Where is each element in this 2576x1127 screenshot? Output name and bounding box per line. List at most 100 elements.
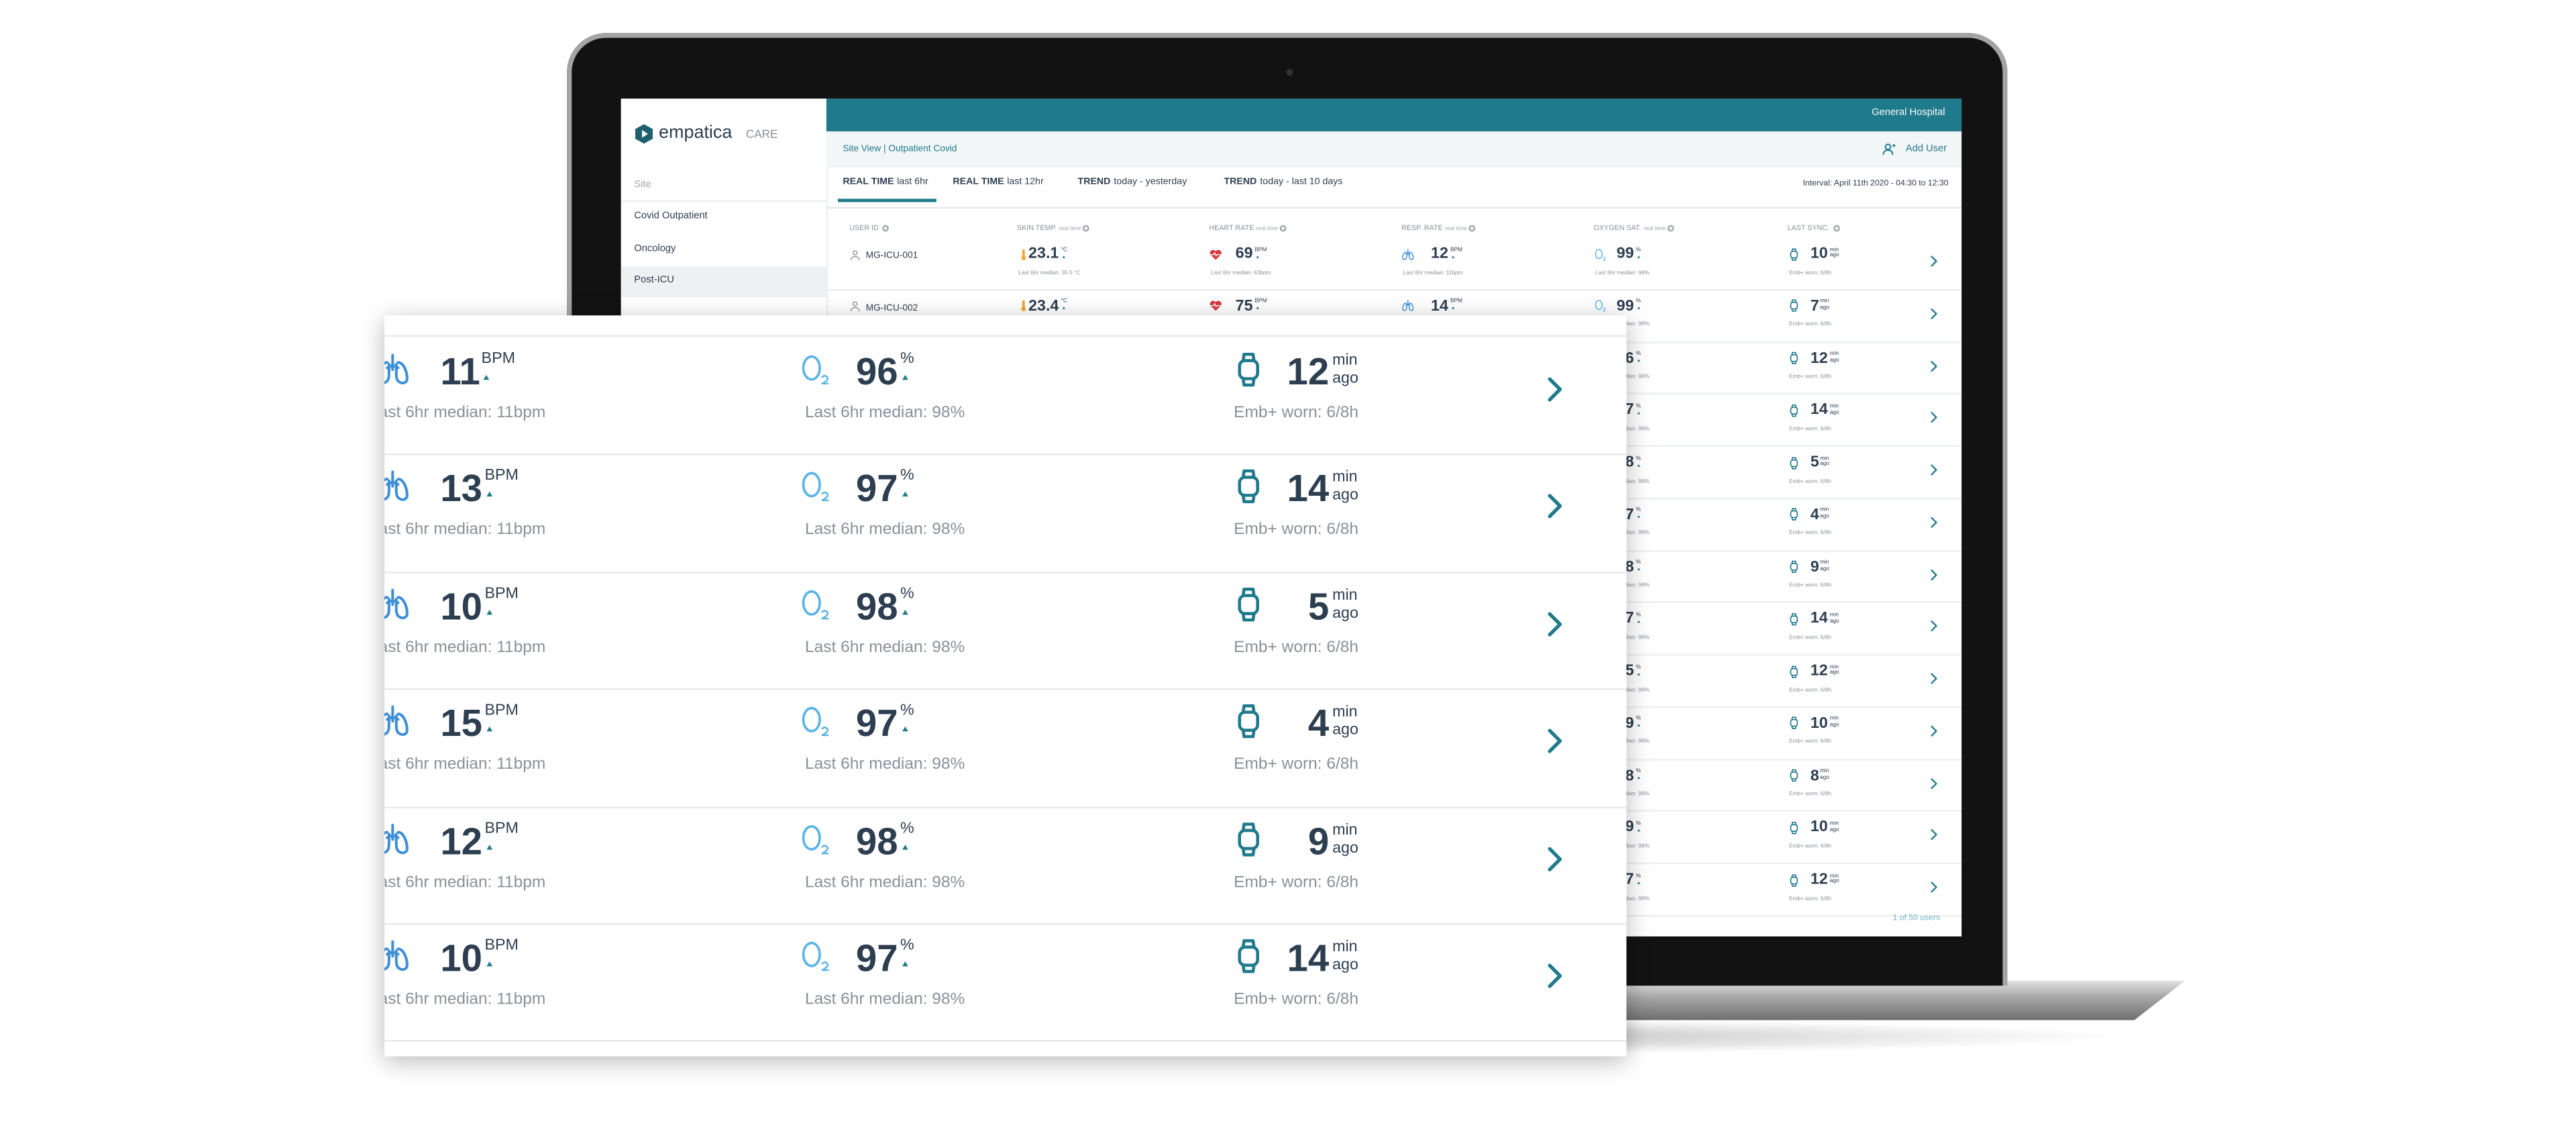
sidebar-item[interactable]: Post-ICU	[634, 276, 674, 286]
open-details[interactable]	[1540, 961, 1569, 991]
unit: ago	[1829, 616, 1839, 624]
wear-note: Emb+ worn: 6/8h	[1788, 790, 1831, 797]
tab-mode[interactable]: TREND	[1077, 177, 1111, 188]
add-user[interactable]: Add User	[1905, 144, 1947, 155]
icon-part	[902, 844, 908, 849]
open-details[interactable]	[1927, 828, 1941, 842]
icon-part	[1637, 880, 1640, 883]
open-details[interactable]	[1927, 568, 1941, 581]
icon-part	[1022, 301, 1025, 309]
tab-mode[interactable]: REAL TIME	[843, 177, 894, 188]
unit: ago	[1829, 408, 1839, 415]
icon-part	[1637, 307, 1640, 310]
unit: %	[1635, 663, 1642, 669]
unit: min	[1332, 586, 1358, 604]
open-details[interactable]	[1927, 724, 1941, 737]
tab-range[interactable]: today - last 10 days	[1260, 177, 1343, 188]
info-icon[interactable]	[1279, 225, 1287, 233]
detail-row: 11 BPM Last 6hr median: 11bpm 96% Last 6hr m…	[384, 337, 1627, 456]
unit: BPM	[1254, 297, 1267, 305]
oxygen-sat: 98	[855, 819, 898, 862]
info-icon[interactable]	[1081, 225, 1089, 233]
icon-part	[1791, 299, 1797, 313]
metric-value: 10	[1810, 818, 1828, 837]
arrow-icon	[1637, 359, 1640, 362]
icon-part	[1791, 769, 1797, 782]
unit: ago	[1332, 839, 1358, 857]
unit: ago	[1332, 486, 1358, 505]
temp-icon	[1021, 248, 1026, 260]
watch-icon	[1790, 560, 1799, 574]
sidebar-item[interactable]: Oncology	[634, 244, 676, 255]
icon-part	[802, 472, 821, 498]
arrow-icon	[1451, 254, 1454, 258]
open-details[interactable]	[1540, 492, 1569, 521]
icon-part	[1790, 406, 1799, 415]
arrow-icon	[902, 727, 908, 732]
open-details[interactable]	[1927, 307, 1941, 320]
unit: ago	[1819, 460, 1829, 468]
tab-range[interactable]: last 12hr	[1007, 177, 1044, 188]
open-details[interactable]	[1927, 776, 1941, 790]
icon-part	[1637, 828, 1640, 831]
open-details[interactable]	[1927, 620, 1941, 633]
open-details[interactable]	[1540, 374, 1569, 404]
open-details[interactable]	[1927, 359, 1941, 372]
icon-part	[1637, 515, 1640, 519]
lungs-icon	[384, 354, 409, 384]
median: Last 6hr median: 11bpm	[384, 639, 546, 657]
open-details[interactable]	[1927, 672, 1941, 686]
watch-icon	[1790, 821, 1799, 834]
unit: min	[1332, 352, 1358, 370]
unit: %	[1635, 246, 1642, 252]
icon-part	[821, 961, 829, 971]
icon-part	[1791, 717, 1797, 730]
arrow-icon	[1255, 254, 1259, 258]
site-label: Site	[634, 180, 651, 191]
icon-part	[902, 374, 908, 380]
unit: min	[1829, 663, 1839, 669]
watch-icon	[1790, 717, 1799, 730]
icon-part	[1241, 352, 1256, 387]
sidebar-item[interactable]: Covid Outpatient	[634, 211, 708, 222]
icon-part	[1790, 563, 1799, 571]
detail-row: 15 BPM Last 6hr median: 11bpm 97% Last 6hr m…	[384, 689, 1627, 808]
arrow-icon	[1255, 307, 1259, 310]
unit: ago	[1819, 304, 1829, 311]
icon-part	[802, 707, 821, 733]
open-details[interactable]	[1927, 515, 1941, 529]
resp-rate: 12	[440, 819, 483, 862]
unit: %	[900, 936, 914, 955]
median: Last 6hr median: 98%	[1595, 268, 1650, 276]
icon-part	[802, 824, 821, 850]
open-details[interactable]	[1540, 844, 1569, 873]
open-details[interactable]	[1540, 609, 1569, 639]
open-details[interactable]	[1927, 464, 1941, 477]
unit: ago	[1829, 669, 1839, 676]
info-icon[interactable]	[1832, 225, 1841, 233]
icon-part	[486, 609, 493, 614]
icon-part	[1637, 359, 1640, 362]
info-icon[interactable]	[1468, 225, 1476, 233]
icon-part	[802, 590, 821, 616]
add-user-icon[interactable]	[1882, 143, 1896, 156]
tab-range[interactable]: today - yesterday	[1114, 177, 1187, 188]
last-sync: 9	[1307, 819, 1330, 862]
tab-mode[interactable]: TREND	[1224, 177, 1257, 188]
tab-range[interactable]: last 6hr	[897, 177, 928, 188]
icon-part	[1931, 881, 1937, 893]
breadcrumb[interactable]: Site View | Outpatient Covid	[843, 144, 957, 155]
unit: %	[1635, 350, 1642, 357]
unit: %	[1635, 871, 1642, 878]
tab-mode[interactable]: REAL TIME	[953, 177, 1004, 188]
open-details[interactable]	[1927, 411, 1941, 425]
open-details[interactable]	[1540, 727, 1569, 756]
open-details[interactable]	[1927, 255, 1941, 268]
icon-part	[1062, 307, 1065, 310]
icon-part	[1595, 248, 1603, 258]
info-icon[interactable]	[1666, 225, 1674, 233]
info-icon[interactable]	[881, 225, 890, 233]
unit: min	[1819, 558, 1829, 566]
open-details[interactable]	[1927, 881, 1941, 894]
median: Last 6hr median: 98%	[805, 639, 965, 657]
